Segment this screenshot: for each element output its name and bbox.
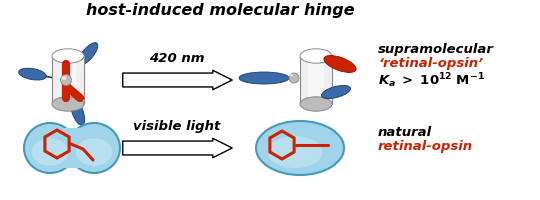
FancyBboxPatch shape — [52, 57, 84, 104]
Ellipse shape — [52, 50, 84, 64]
Text: natural: natural — [378, 126, 432, 139]
Ellipse shape — [289, 74, 293, 77]
Ellipse shape — [324, 56, 356, 73]
FancyBboxPatch shape — [308, 57, 324, 104]
Text: $\bfit{K}_{\bfit{a}}\ >\ \mathbf{10}^{\mathbf{12}}\ \mathbf{M}^{\mathbf{-1}}$: $\bfit{K}_{\bfit{a}}\ >\ \mathbf{10}^{\m… — [378, 71, 485, 90]
Ellipse shape — [300, 97, 332, 112]
Ellipse shape — [321, 86, 350, 99]
Ellipse shape — [267, 136, 322, 168]
Ellipse shape — [62, 77, 66, 81]
Ellipse shape — [78, 43, 98, 66]
Text: visible light: visible light — [133, 119, 221, 132]
FancyBboxPatch shape — [60, 57, 76, 104]
Ellipse shape — [60, 75, 71, 86]
Ellipse shape — [289, 74, 299, 84]
Ellipse shape — [76, 139, 112, 166]
FancyBboxPatch shape — [300, 57, 332, 104]
Text: ‘retinal-opsin’: ‘retinal-opsin’ — [378, 56, 483, 69]
FancyBboxPatch shape — [50, 128, 94, 168]
Ellipse shape — [300, 50, 332, 64]
FancyArrowPatch shape — [123, 71, 232, 90]
Text: supramolecular: supramolecular — [378, 42, 494, 55]
Ellipse shape — [68, 123, 120, 173]
Ellipse shape — [52, 97, 84, 112]
Ellipse shape — [24, 123, 76, 173]
Text: 420 nm: 420 nm — [149, 52, 205, 65]
Ellipse shape — [19, 69, 46, 81]
Ellipse shape — [256, 121, 344, 175]
Ellipse shape — [239, 73, 289, 85]
Text: host-induced molecular hinge: host-induced molecular hinge — [86, 3, 354, 18]
Ellipse shape — [32, 139, 68, 166]
Ellipse shape — [71, 99, 85, 126]
FancyArrowPatch shape — [123, 139, 232, 158]
Text: retinal-opsin: retinal-opsin — [378, 140, 473, 153]
